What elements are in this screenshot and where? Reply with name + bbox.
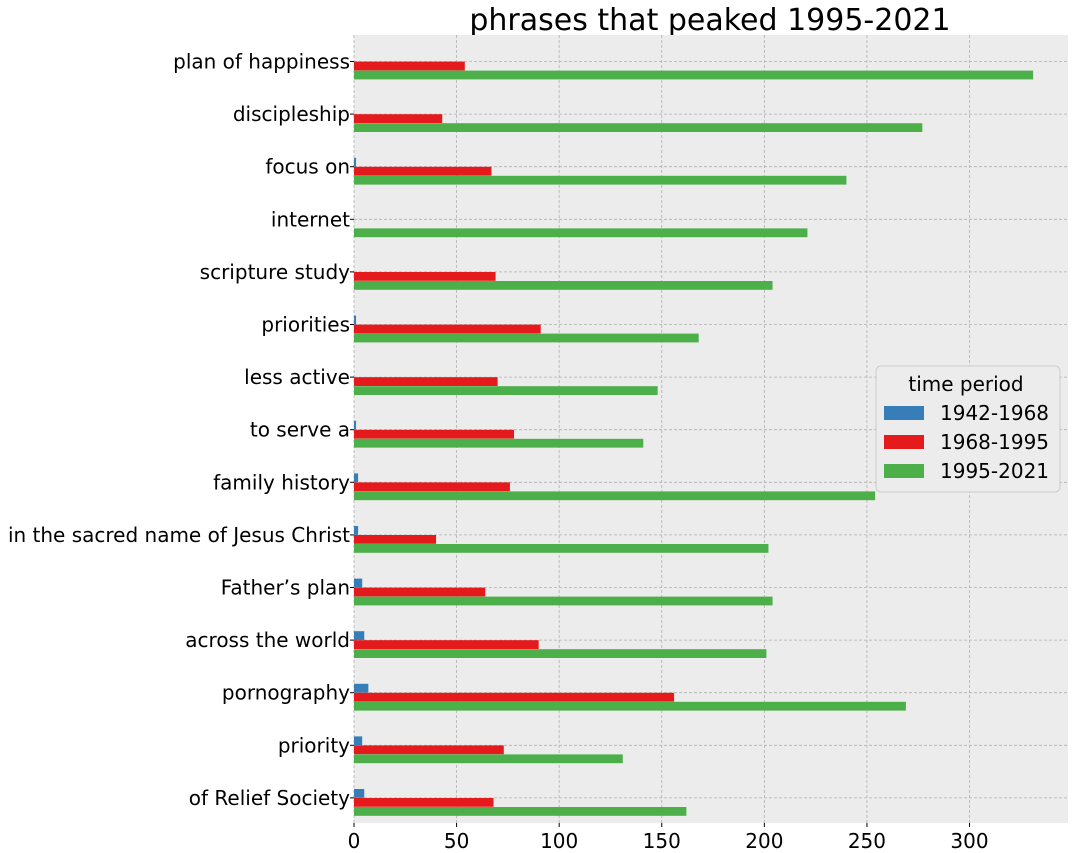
y-tick-label: across the world [185, 628, 350, 652]
bar [354, 377, 498, 386]
bar [354, 544, 769, 553]
x-tick-label: 250 [848, 829, 886, 853]
legend-swatch [884, 406, 924, 420]
bar [354, 473, 359, 483]
bar [354, 166, 492, 176]
legend-box [875, 365, 1061, 493]
bar [354, 123, 923, 132]
bar [354, 333, 699, 343]
y-tick-label: plan of happiness [173, 50, 350, 74]
bar [354, 745, 504, 755]
x-axis-ticks: 0 50 100 150 200 250 300 [348, 823, 989, 853]
legend-label: 1968-1995 [940, 430, 1049, 454]
legend-label: 1942-1968 [940, 401, 1049, 425]
bar [354, 649, 767, 658]
y-tick-label: in the sacred name of Jesus Christ [8, 523, 350, 547]
y-tick-label: pornography [222, 681, 350, 705]
y-tick-label: scripture study [200, 260, 350, 284]
bar [354, 683, 369, 693]
y-tick-label: internet [271, 207, 350, 231]
bar [354, 587, 486, 597]
bar [354, 596, 773, 606]
bar [354, 578, 363, 588]
bar [354, 324, 541, 334]
bar [354, 429, 515, 439]
bar [354, 631, 365, 640]
bar [354, 807, 687, 816]
x-tick-label: 200 [745, 829, 783, 853]
legend-label: 1995-2021 [940, 459, 1049, 483]
bar [354, 157, 357, 167]
bar [354, 114, 443, 123]
y-axis-ticks: plan of happiness discipleship focus on int… [8, 50, 354, 810]
bar [354, 228, 808, 238]
bar [354, 701, 906, 711]
bar [354, 789, 365, 798]
legend-swatch [884, 464, 924, 478]
bar [354, 438, 644, 448]
x-tick-label: 50 [444, 829, 469, 853]
bar [354, 526, 359, 535]
bar [354, 272, 496, 281]
bar [354, 70, 1034, 80]
bar [354, 692, 675, 702]
chart-title: phrases that peaked 1995-2021 [469, 3, 950, 38]
y-tick-label: priorities [261, 313, 350, 337]
bar [354, 535, 437, 544]
y-tick-label: discipleship [233, 102, 350, 126]
x-tick-label: 100 [540, 829, 578, 853]
x-tick-label: 0 [348, 829, 361, 853]
y-tick-label: Father’s plan [221, 576, 350, 600]
y-tick-label: of Relief Society [189, 786, 350, 810]
legend: time period 1942-1968 1968-1995 1995-2021 [875, 365, 1061, 493]
y-tick-label: focus on [265, 155, 350, 179]
bar [354, 386, 658, 395]
bar [354, 420, 357, 430]
bar [354, 61, 465, 71]
bar [354, 491, 876, 501]
y-tick-label: less active [244, 365, 350, 389]
legend-title: time period [908, 372, 1023, 396]
bars [354, 61, 1034, 816]
bar [354, 482, 510, 492]
bar [354, 754, 623, 764]
y-tick-label: priority [278, 733, 350, 757]
bar [354, 175, 847, 185]
y-tick-label: to serve a [250, 418, 350, 442]
legend-swatch [884, 435, 924, 449]
x-tick-label: 300 [950, 829, 988, 853]
bar [354, 281, 773, 290]
bar [354, 736, 363, 746]
bar [354, 315, 357, 325]
x-tick-label: 150 [643, 829, 681, 853]
bar [354, 640, 539, 649]
bar [354, 798, 494, 807]
y-tick-label: family history [213, 470, 350, 494]
